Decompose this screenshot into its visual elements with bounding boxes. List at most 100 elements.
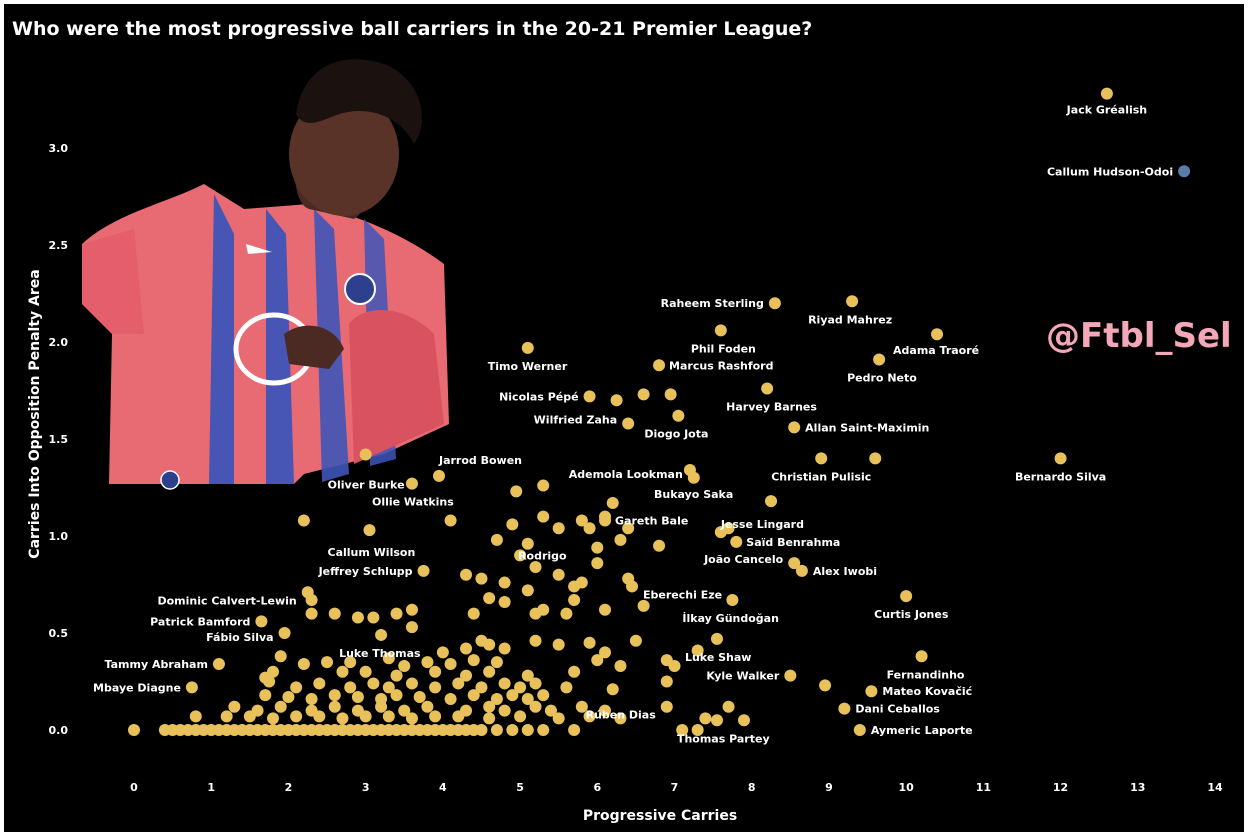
data-point — [599, 704, 612, 717]
data-point — [228, 700, 241, 713]
data-point — [568, 594, 581, 607]
data-points — [128, 87, 1191, 736]
data-point — [529, 677, 542, 690]
data-point — [815, 452, 828, 465]
point-label: Riyad Mahrez — [808, 313, 892, 326]
data-point — [351, 691, 364, 704]
data-point — [266, 712, 279, 725]
data-point — [668, 659, 681, 672]
data-point — [444, 514, 457, 527]
x-tick-label: 1 — [207, 781, 215, 794]
point-label: Bukayo Saka — [654, 488, 733, 501]
data-point — [506, 724, 519, 736]
data-point — [900, 590, 913, 603]
point-label: Diogo Jota — [644, 428, 708, 441]
chart-stage: Who were the most progressive ball carri… — [4, 4, 1244, 832]
data-point — [483, 712, 496, 725]
data-point — [575, 700, 588, 713]
y-tick-labels: 0.0 0.5 1.0 1.5 2.0 2.5 3.0 — [49, 142, 69, 737]
data-point — [483, 592, 496, 605]
data-point — [452, 677, 465, 690]
data-point — [514, 710, 527, 723]
data-point — [382, 710, 395, 723]
point-label: Ollie Watkins — [372, 496, 454, 509]
chart-title: Who were the most progressive ball carri… — [12, 18, 812, 40]
data-point — [606, 497, 619, 510]
point-label: Tammy Abraham — [105, 658, 208, 671]
data-point — [436, 646, 449, 659]
data-point — [405, 477, 418, 490]
data-point — [506, 689, 519, 702]
y-tick-label: 2.5 — [49, 239, 69, 252]
point-label: Nicolas Pépé — [499, 390, 578, 403]
data-point — [328, 700, 341, 713]
data-point — [498, 576, 511, 589]
y-tick-label: 0.0 — [49, 724, 69, 737]
data-point — [788, 557, 801, 570]
point-label: Callum Wilson — [328, 546, 416, 559]
data-point — [1178, 165, 1191, 178]
data-point — [336, 712, 349, 725]
data-point — [653, 539, 666, 552]
data-point — [274, 700, 287, 713]
x-tick-labels: 0 1 2 3 4 5 6 7 8 9 10 11 12 13 14 — [130, 781, 1223, 794]
data-point — [297, 658, 310, 671]
point-label: Timo Werner — [488, 360, 568, 373]
data-point — [382, 681, 395, 694]
data-point — [375, 628, 388, 641]
x-tick-label: 11 — [976, 781, 991, 794]
point-label: Luke Shaw — [685, 651, 752, 664]
data-point — [660, 675, 673, 688]
data-point — [429, 681, 442, 694]
point-label: Adama Traoré — [893, 344, 979, 357]
data-point — [375, 692, 388, 705]
x-tick-label: 9 — [825, 781, 833, 794]
point-label: Pedro Neto — [847, 371, 917, 384]
data-point — [444, 658, 457, 671]
point-label: Gareth Bale — [615, 514, 688, 527]
data-point — [521, 341, 534, 354]
data-point — [737, 714, 750, 727]
data-point — [290, 681, 303, 694]
data-point — [591, 541, 604, 554]
data-point — [266, 665, 279, 678]
data-point — [699, 712, 712, 725]
point-label: Eberechi Eze — [643, 588, 722, 601]
data-point — [691, 724, 704, 736]
data-point — [583, 636, 596, 649]
data-point — [297, 514, 310, 527]
data-point — [475, 634, 488, 647]
data-point — [490, 656, 503, 669]
data-point — [568, 580, 581, 593]
data-point — [873, 353, 886, 366]
data-point — [328, 689, 341, 702]
data-point — [544, 704, 557, 717]
data-point — [537, 479, 550, 492]
point-label: Aymeric Laporte — [871, 724, 973, 737]
data-point — [788, 421, 801, 434]
data-point — [560, 681, 573, 694]
point-label: Fábio Silva — [206, 631, 273, 644]
point-label: Dominic Calvert-Lewin — [157, 594, 296, 607]
data-point — [351, 704, 364, 717]
data-point — [128, 724, 140, 736]
data-point — [622, 417, 635, 430]
data-point — [691, 644, 704, 657]
data-point — [359, 448, 372, 461]
data-point — [865, 685, 878, 698]
point-label: Raheem Sterling — [661, 297, 764, 310]
data-point — [398, 659, 411, 672]
data-point — [591, 654, 604, 667]
data-point — [664, 388, 677, 401]
data-point — [259, 689, 272, 702]
data-point — [1054, 452, 1067, 465]
data-point — [336, 665, 349, 678]
data-point — [460, 568, 473, 581]
data-point — [529, 561, 542, 574]
point-label: Wilfried Zaha — [534, 413, 617, 426]
x-axis-label: Progressive Carries — [583, 808, 737, 824]
point-label: Jack Gréalish — [1066, 104, 1147, 117]
data-point — [838, 702, 851, 715]
data-point — [251, 704, 264, 717]
data-point — [290, 710, 303, 723]
